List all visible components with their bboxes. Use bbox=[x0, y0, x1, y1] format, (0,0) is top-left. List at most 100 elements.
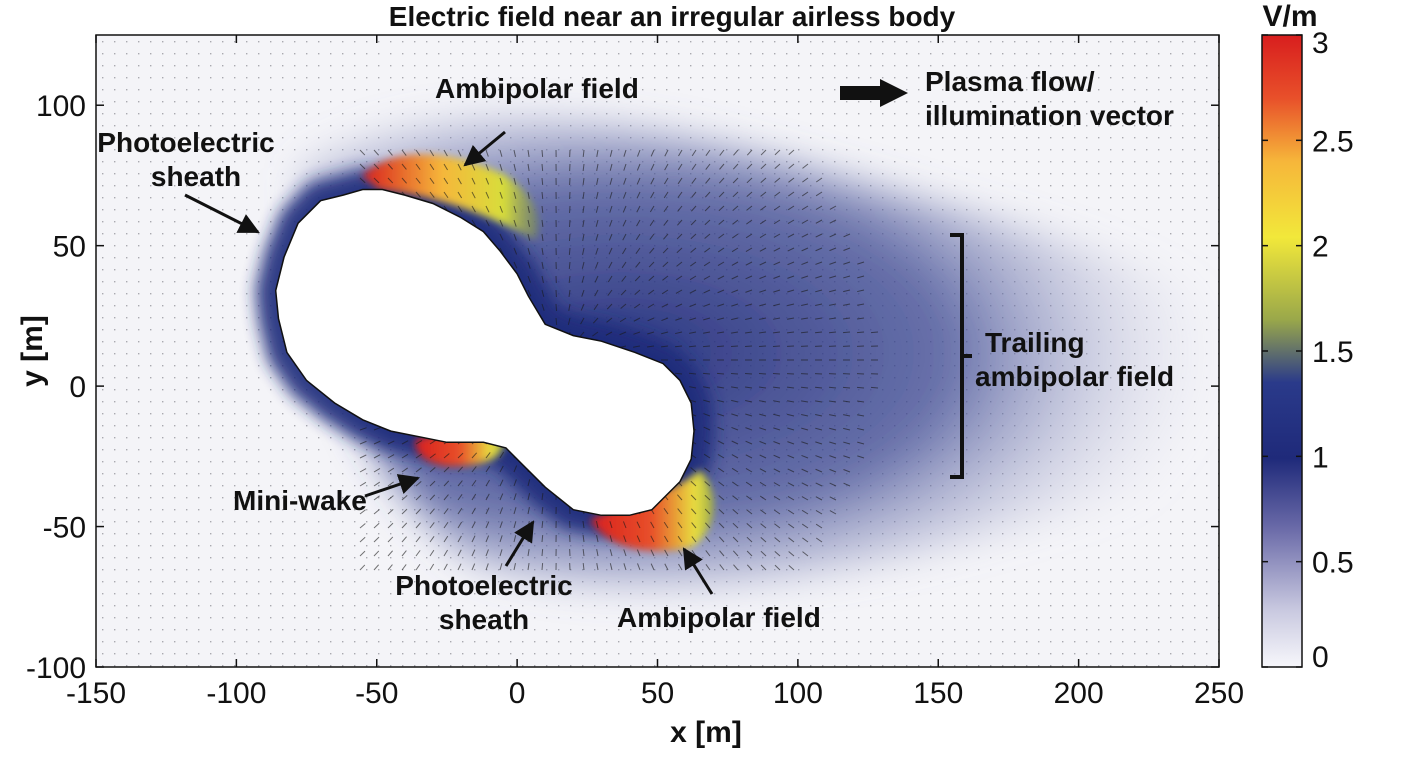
vector-dot bbox=[282, 521, 283, 522]
vector-dot bbox=[1098, 641, 1099, 642]
vector-dot bbox=[102, 161, 103, 162]
vector-dot bbox=[150, 473, 151, 474]
vector-dot bbox=[270, 461, 271, 462]
vector-dot bbox=[1074, 641, 1075, 642]
vector-dot bbox=[294, 629, 295, 630]
vector-dot bbox=[210, 497, 211, 498]
vector-dot bbox=[210, 353, 211, 354]
vector-dot bbox=[450, 653, 451, 654]
vector-dot bbox=[222, 581, 223, 582]
vector-dot bbox=[198, 221, 199, 222]
vector-dot bbox=[246, 545, 247, 546]
vector-dot bbox=[150, 293, 151, 294]
vector-dot bbox=[126, 185, 127, 186]
vector-dot bbox=[378, 77, 379, 78]
vector-dot bbox=[606, 593, 607, 594]
vector-dot bbox=[258, 401, 259, 402]
vector-dot bbox=[858, 161, 859, 162]
vector-dot bbox=[750, 77, 751, 78]
vector-dot bbox=[834, 65, 835, 66]
vector-dot bbox=[234, 593, 235, 594]
vector-dot bbox=[258, 533, 259, 534]
vector-dot bbox=[102, 89, 103, 90]
vector-dot bbox=[378, 41, 379, 42]
vector-dot bbox=[942, 173, 943, 174]
vector-dot bbox=[1110, 665, 1111, 666]
vector-dot bbox=[594, 641, 595, 642]
vector-dot bbox=[1170, 257, 1171, 258]
vector-dot bbox=[1170, 629, 1171, 630]
vector-dot bbox=[402, 65, 403, 66]
vector-dot bbox=[1062, 557, 1063, 558]
vector-dot bbox=[690, 77, 691, 78]
vector-dot bbox=[1194, 233, 1195, 234]
vector-dot bbox=[294, 533, 295, 534]
vector-dot bbox=[114, 449, 115, 450]
vector-dot bbox=[246, 617, 247, 618]
vector-dot bbox=[1110, 533, 1111, 534]
vector-dot bbox=[138, 473, 139, 474]
vector-dot bbox=[1122, 173, 1123, 174]
vector-dot bbox=[270, 473, 271, 474]
vector-dot bbox=[1194, 557, 1195, 558]
vector-dot bbox=[870, 653, 871, 654]
vector-dot bbox=[114, 593, 115, 594]
vector-dot bbox=[1122, 617, 1123, 618]
vector-dot bbox=[1170, 581, 1171, 582]
vector-dot bbox=[234, 197, 235, 198]
vector-dot bbox=[750, 653, 751, 654]
vector-dot bbox=[714, 113, 715, 114]
vector-dot bbox=[450, 557, 451, 558]
vector-dot bbox=[750, 665, 751, 666]
vector-dot bbox=[1158, 569, 1159, 570]
vector-dot bbox=[438, 545, 439, 546]
vector-dot bbox=[234, 413, 235, 414]
vector-dot bbox=[186, 53, 187, 54]
vector-dot bbox=[198, 569, 199, 570]
vector-dot bbox=[342, 533, 343, 534]
vector-dot bbox=[1098, 509, 1099, 510]
vector-dot bbox=[810, 65, 811, 66]
vector-dot bbox=[102, 449, 103, 450]
vector-dot bbox=[246, 449, 247, 450]
vector-dot bbox=[102, 377, 103, 378]
vector-dot bbox=[1026, 593, 1027, 594]
vector-dot bbox=[330, 533, 331, 534]
vector-dot bbox=[138, 593, 139, 594]
vector-dot bbox=[198, 497, 199, 498]
vector-dot bbox=[774, 41, 775, 42]
vector-dot bbox=[150, 497, 151, 498]
vector-dot bbox=[186, 41, 187, 42]
vector-dot bbox=[114, 521, 115, 522]
vector-dot bbox=[570, 641, 571, 642]
vector-dot bbox=[222, 425, 223, 426]
vector-dot bbox=[162, 77, 163, 78]
vector-dot bbox=[210, 281, 211, 282]
vector-dot bbox=[1170, 665, 1171, 666]
vector-dot bbox=[114, 185, 115, 186]
vector-dot bbox=[234, 101, 235, 102]
vector-dot bbox=[606, 653, 607, 654]
vector-dot bbox=[1206, 161, 1207, 162]
vector-dot bbox=[294, 185, 295, 186]
vector-dot bbox=[150, 653, 151, 654]
vector-dot bbox=[930, 653, 931, 654]
vector-dot bbox=[558, 53, 559, 54]
vector-dot bbox=[222, 197, 223, 198]
vector-dot bbox=[354, 461, 355, 462]
vector-dot bbox=[990, 161, 991, 162]
vector-dot bbox=[1146, 173, 1147, 174]
vector-dot bbox=[102, 425, 103, 426]
vector-dot bbox=[1206, 581, 1207, 582]
vector-dot bbox=[894, 101, 895, 102]
vector-dot bbox=[966, 665, 967, 666]
vector-dot bbox=[1050, 653, 1051, 654]
vector-dot bbox=[138, 629, 139, 630]
vector-dot bbox=[858, 629, 859, 630]
vector-dot bbox=[786, 641, 787, 642]
vector-dot bbox=[186, 377, 187, 378]
vector-dot bbox=[1194, 53, 1195, 54]
vector-dot bbox=[726, 113, 727, 114]
vector-dot bbox=[798, 581, 799, 582]
vector-dot bbox=[138, 53, 139, 54]
